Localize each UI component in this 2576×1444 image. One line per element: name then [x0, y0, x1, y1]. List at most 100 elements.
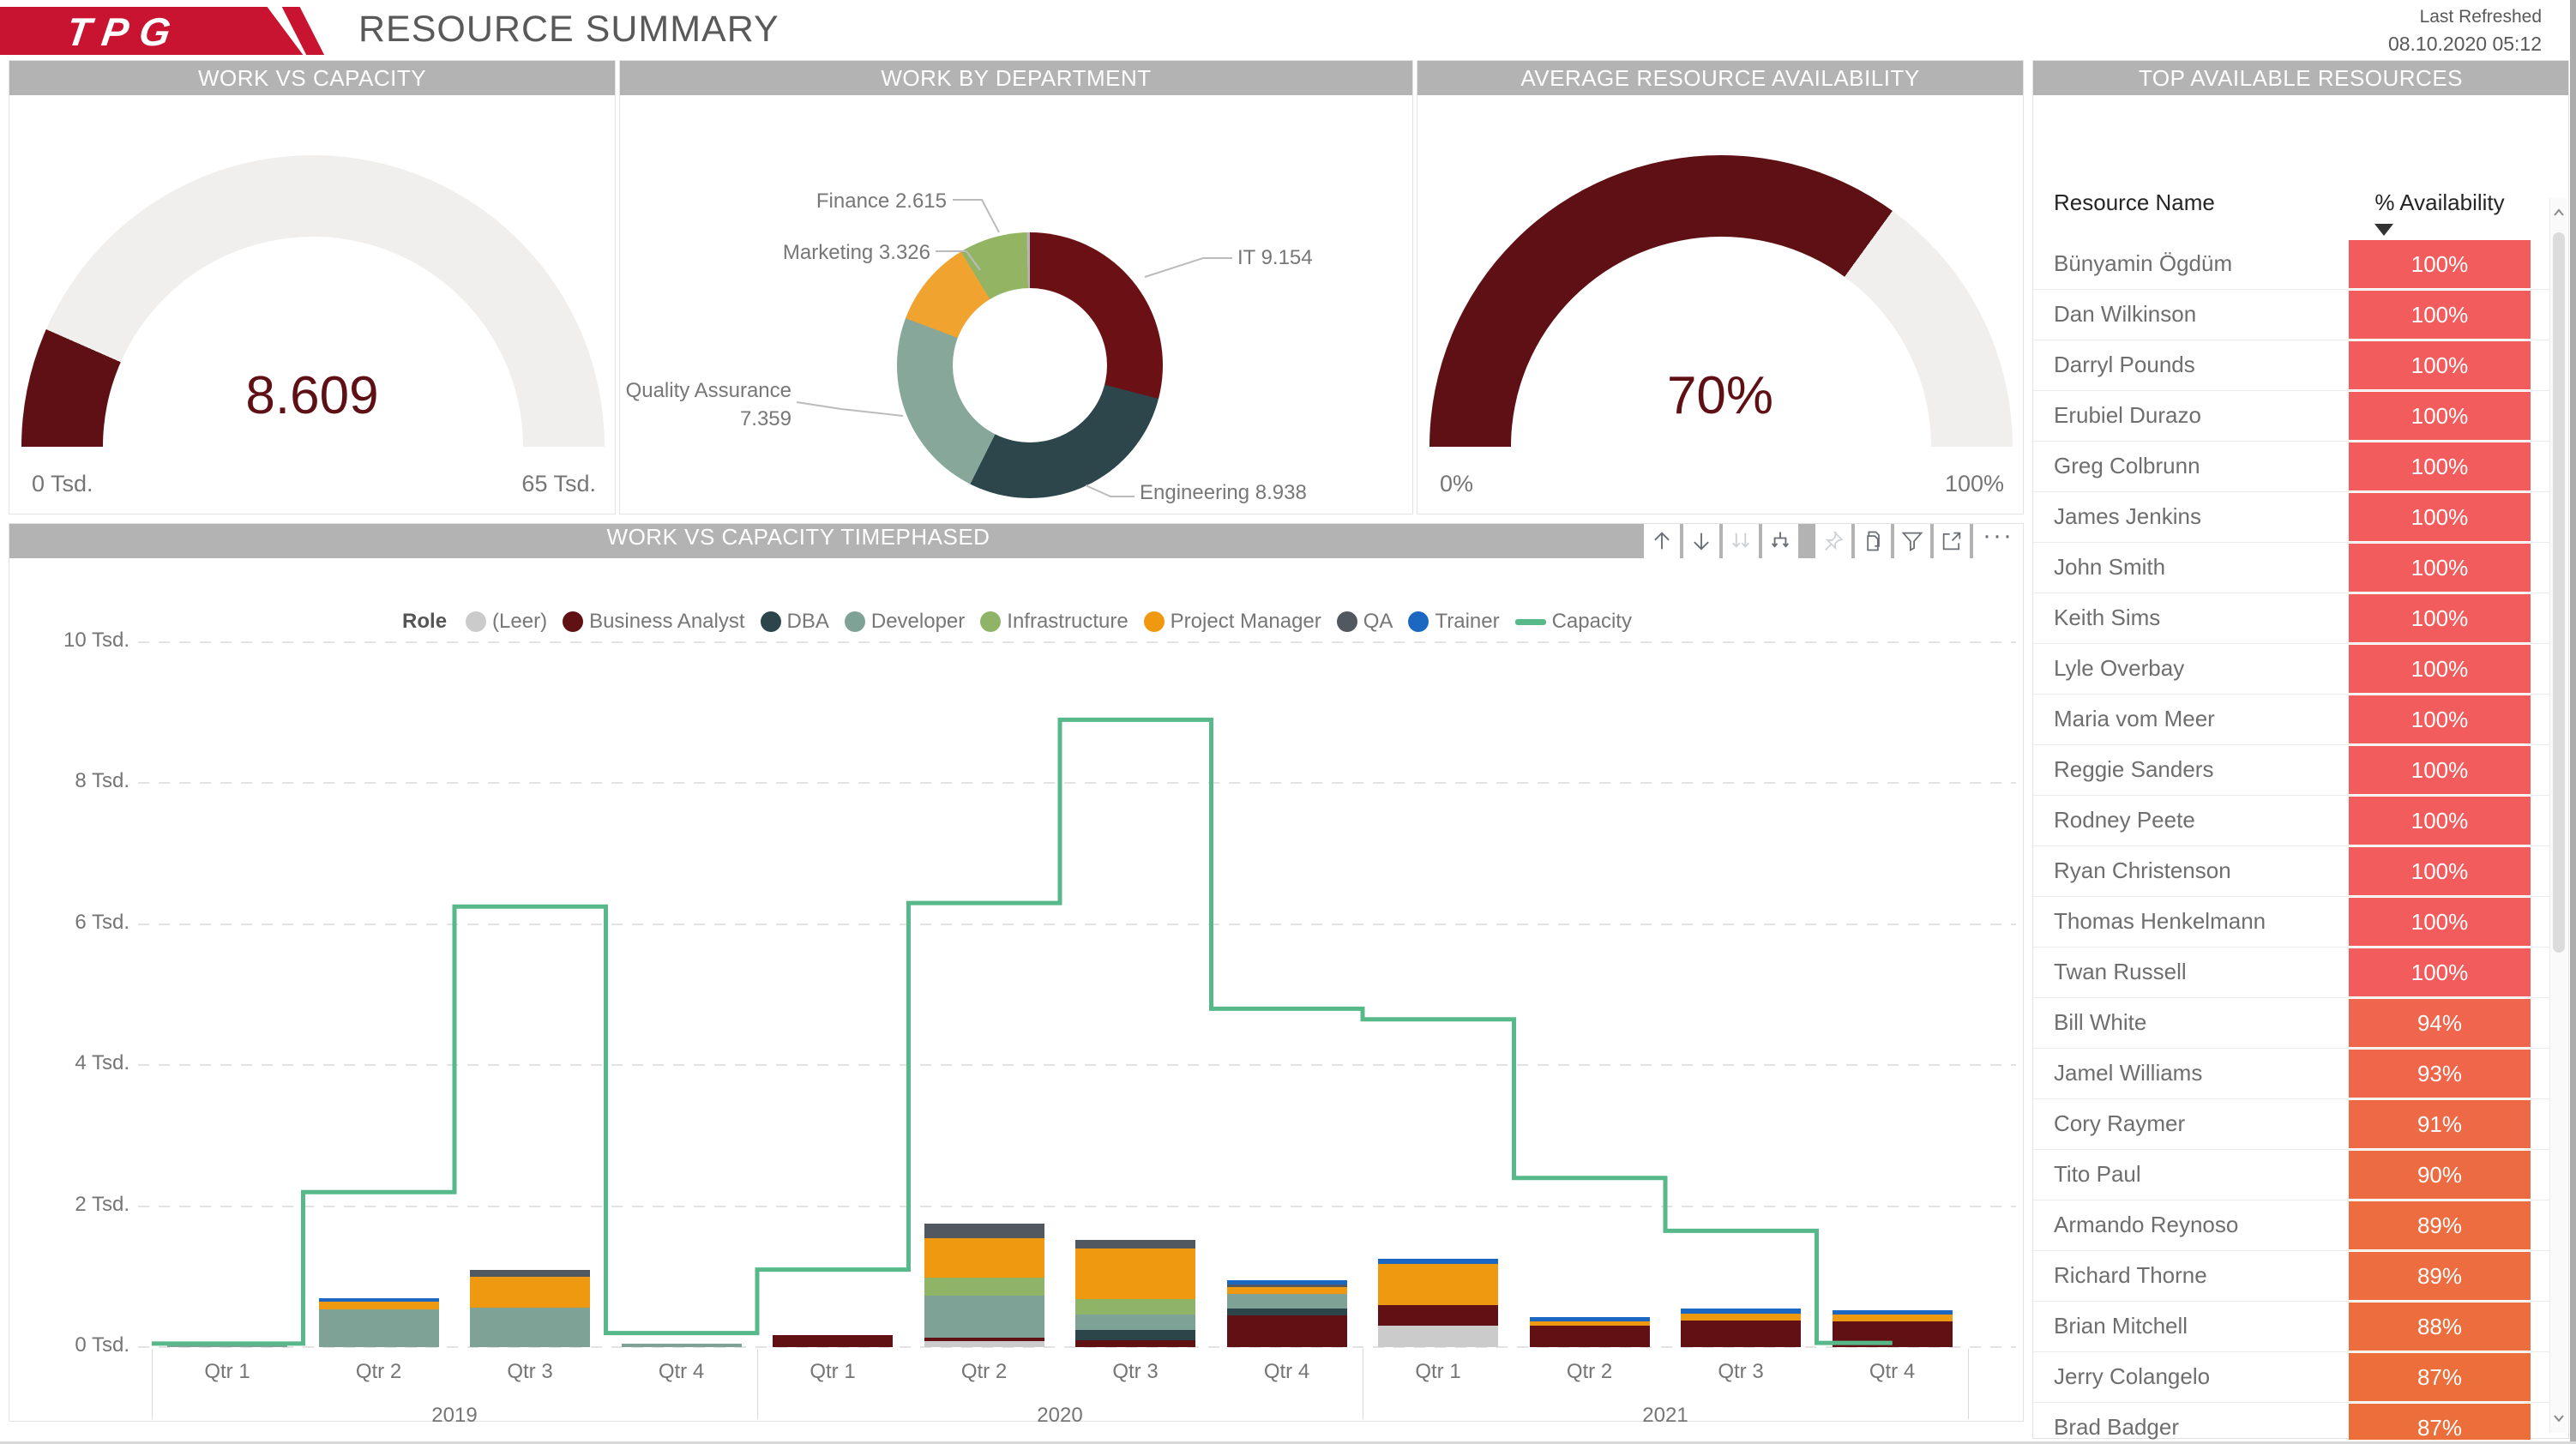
column-header-resource-name[interactable]: Resource Name: [2054, 190, 2215, 215]
table-row[interactable]: Darryl Pounds 100%: [2033, 340, 2553, 391]
table-row[interactable]: Brian Mitchell 88%: [2033, 1302, 2553, 1352]
table-row[interactable]: Richard Thorne 89%: [2033, 1251, 2553, 1302]
table-row[interactable]: Bünyamin Ögdüm 100%: [2033, 239, 2553, 290]
focus-mode-icon[interactable]: [1934, 524, 1970, 558]
table-row[interactable]: Erubiel Durazo 100%: [2033, 391, 2553, 442]
bar-segment-project-manager[interactable]: [318, 1302, 439, 1310]
bar-segment-business-analyst[interactable]: [773, 1335, 894, 1347]
capacity-line[interactable]: [9, 524, 2025, 1423]
bar-segment-dba[interactable]: [1075, 1330, 1196, 1340]
table-row[interactable]: Bill White 94%: [2033, 998, 2553, 1049]
bar-segment-developer[interactable]: [1075, 1315, 1196, 1331]
bar-segment-trainer[interactable]: [1832, 1310, 1953, 1315]
table-row[interactable]: Brad Badger 87%: [2033, 1403, 2553, 1440]
bar-segment-developer[interactable]: [470, 1307, 591, 1347]
bar-segment-project-manager[interactable]: [1378, 1264, 1499, 1305]
bar-segment-project-manager[interactable]: [1832, 1315, 1953, 1322]
table-row[interactable]: Rodney Peete 100%: [2033, 796, 2553, 846]
bar-segment--leer-[interactable]: [1378, 1326, 1499, 1347]
bar-segment-business-analyst[interactable]: [1075, 1339, 1196, 1347]
resource-name-cell: Tito Paul: [2054, 1161, 2141, 1187]
bar-segment--leer-[interactable]: [924, 1340, 1044, 1347]
bar-segment-trainer[interactable]: [318, 1298, 439, 1303]
y-axis-label: 4 Tsd.: [75, 1051, 129, 1075]
bar-segment-business-analyst[interactable]: [1378, 1304, 1499, 1327]
bar-segment-project-manager[interactable]: [1529, 1321, 1650, 1327]
drill-down-icon[interactable]: [1683, 524, 1719, 558]
filter-icon[interactable]: [1894, 524, 1930, 558]
table-row[interactable]: Keith Sims 100%: [2033, 593, 2553, 644]
bar-segment-qa[interactable]: [470, 1269, 591, 1277]
scroll-up-icon[interactable]: [2551, 205, 2567, 220]
legend-label: Developer: [870, 610, 966, 633]
bar-segment-business-analyst[interactable]: [1681, 1320, 1802, 1347]
bar-segment-infrastructure[interactable]: [924, 1277, 1044, 1296]
bar-segment-trainer[interactable]: [1226, 1279, 1347, 1285]
column-header-availability[interactable]: % Availability: [2374, 190, 2505, 215]
table-row[interactable]: Tito Paul 90%: [2033, 1150, 2553, 1200]
legend-item[interactable]: Project Manager: [1143, 610, 1321, 634]
bar-segment-business-analyst[interactable]: [924, 1338, 1044, 1341]
bar-segment-developer[interactable]: [1226, 1294, 1347, 1309]
bar-segment-developer[interactable]: [924, 1295, 1044, 1339]
bar-segment-project-manager[interactable]: [1075, 1248, 1196, 1300]
table-row[interactable]: Jamel Williams 93%: [2033, 1049, 2553, 1099]
bar-segment-qa[interactable]: [924, 1224, 1044, 1238]
bar-segment-dba[interactable]: [1226, 1308, 1347, 1315]
table-row[interactable]: Greg Colbrunn 100%: [2033, 442, 2553, 492]
availability-cell: 100%: [2349, 594, 2531, 642]
bar-segment-trainer[interactable]: [1681, 1308, 1802, 1314]
bar-segment-business-analyst[interactable]: [1529, 1326, 1650, 1347]
table-row[interactable]: Twan Russell 100%: [2033, 948, 2553, 998]
x-axis-label: Qtr 2: [355, 1360, 402, 1383]
legend-swatch: [563, 611, 584, 632]
table-row[interactable]: Thomas Henkelmann 100%: [2033, 897, 2553, 948]
legend-swatch: [844, 611, 865, 632]
bar-segment-project-manager[interactable]: [1226, 1287, 1347, 1295]
table-row[interactable]: Armando Reynoso 89%: [2033, 1200, 2553, 1251]
work-vs-capacity-gauge[interactable]: [13, 155, 613, 457]
bar-segment-qa[interactable]: [1075, 1240, 1196, 1248]
legend-item[interactable]: QA: [1336, 610, 1393, 634]
bar-segment-trainer[interactable]: [1378, 1259, 1499, 1264]
legend-item[interactable]: Trainer: [1408, 610, 1500, 634]
table-row[interactable]: Jerry Colangelo 87%: [2033, 1352, 2553, 1403]
more-options-icon[interactable]: ···: [1973, 523, 2023, 558]
table-row[interactable]: Maria vom Meer 100%: [2033, 695, 2553, 745]
table-scrollbar[interactable]: [2549, 198, 2567, 1433]
legend-item[interactable]: DBA: [760, 610, 829, 634]
bar-segment-developer[interactable]: [621, 1343, 742, 1347]
table-row[interactable]: Lyle Overbay 100%: [2033, 644, 2553, 695]
expand-next-level-icon[interactable]: [1723, 524, 1759, 558]
bar-segment-qa[interactable]: [1226, 1284, 1347, 1288]
bar-segment-developer[interactable]: [318, 1309, 439, 1347]
resource-name-cell: Jerry Colangelo: [2054, 1363, 2211, 1389]
panel-work-vs-capacity-timephased: WORK VS CAPACITY TIMEPHASED: [9, 523, 2025, 1427]
scroll-down-icon[interactable]: [2551, 1411, 2567, 1426]
bar-segment-project-manager[interactable]: [470, 1276, 591, 1308]
table-row[interactable]: John Smith 100%: [2033, 543, 2553, 593]
legend-item[interactable]: Infrastructure: [980, 610, 1129, 634]
sort-descending-icon[interactable]: [2374, 224, 2393, 236]
table-row[interactable]: Dan Wilkinson 100%: [2033, 290, 2553, 340]
bar-segment-infrastructure[interactable]: [1075, 1299, 1196, 1315]
legend-item[interactable]: (Leer): [466, 610, 547, 634]
table-row[interactable]: Cory Raymer 91%: [2033, 1099, 2553, 1150]
expand-all-icon[interactable]: [1762, 524, 1798, 558]
x-axis-label: Qtr 2: [960, 1360, 1008, 1383]
drill-up-icon[interactable]: [1644, 524, 1680, 558]
bar-segment-project-manager[interactable]: [924, 1237, 1044, 1278]
availability-gauge[interactable]: [1421, 155, 2021, 457]
bar-segment-trainer[interactable]: [1529, 1316, 1650, 1321]
bar-segment-project-manager[interactable]: [1681, 1313, 1802, 1321]
scrollbar-thumb[interactable]: [2553, 232, 2565, 953]
pin-icon[interactable]: [1815, 524, 1851, 558]
legend-item-capacity[interactable]: Capacity: [1514, 610, 1632, 634]
legend-item[interactable]: Developer: [844, 610, 966, 634]
bar-segment-business-analyst[interactable]: [1226, 1315, 1347, 1347]
legend-item[interactable]: Business Analyst: [563, 610, 745, 634]
table-row[interactable]: James Jenkins 100%: [2033, 492, 2553, 543]
table-row[interactable]: Reggie Sanders 100%: [2033, 745, 2553, 796]
table-row[interactable]: Ryan Christenson 100%: [2033, 846, 2553, 897]
copy-icon[interactable]: [1855, 524, 1891, 558]
